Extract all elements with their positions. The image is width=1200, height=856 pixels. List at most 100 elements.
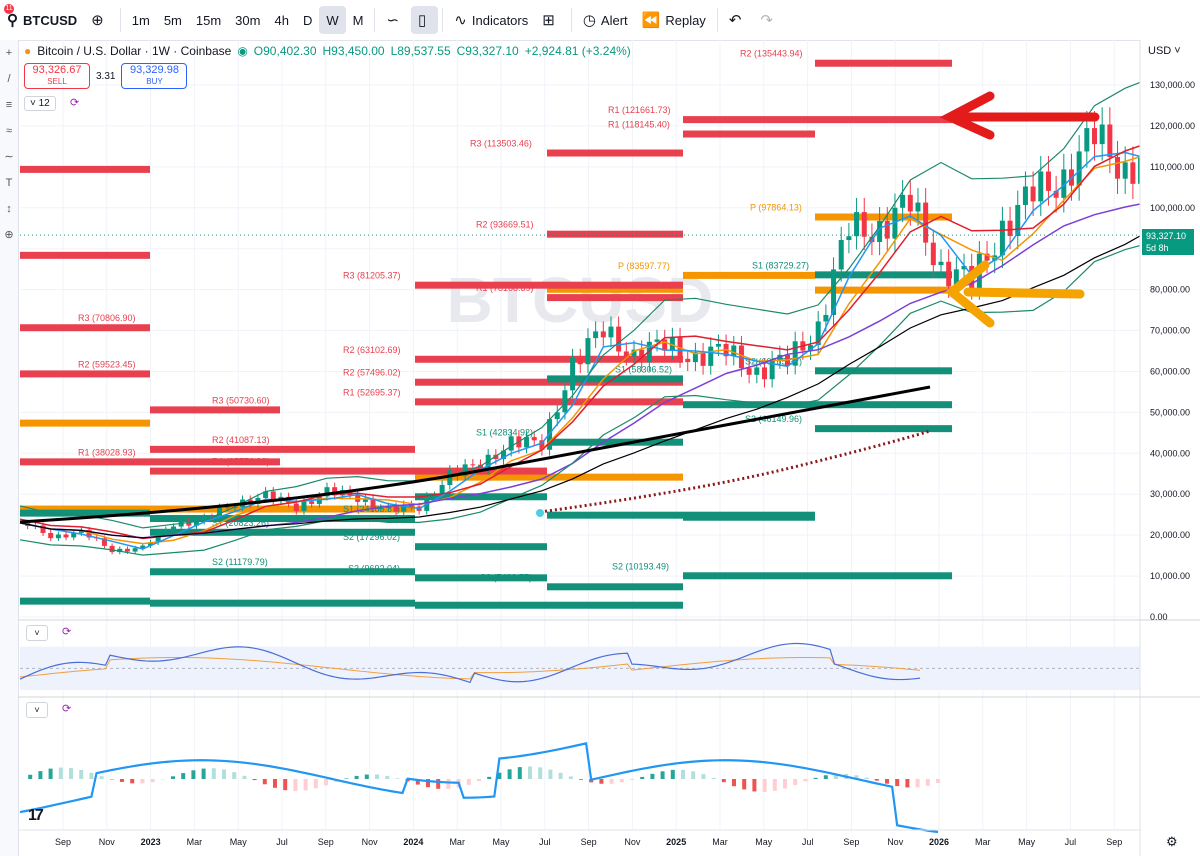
- macd-histogram-bar: [181, 773, 186, 779]
- macd-histogram-bar: [721, 779, 726, 783]
- candle-body: [63, 534, 69, 538]
- macd-histogram-bar: [732, 779, 736, 787]
- macd-histogram-bar: [599, 779, 604, 784]
- time-tick-label: Sep: [55, 837, 71, 847]
- candle-body: [109, 545, 115, 553]
- buy-button[interactable]: 93,329.98 BUY: [121, 63, 188, 89]
- macd-histogram-bar: [915, 779, 920, 788]
- candle-body: [1107, 124, 1113, 158]
- macd-histogram-bar: [283, 779, 288, 791]
- candle-body: [1030, 186, 1036, 202]
- macd-histogram-bar: [885, 779, 889, 784]
- legend-close: C93,327.10: [456, 44, 519, 58]
- price-tick-label: 100,000.00: [1150, 203, 1195, 213]
- interval-w[interactable]: W: [319, 6, 346, 34]
- macd-histogram-bar: [385, 775, 390, 779]
- pivot-level-label: R1 (118145.40): [608, 120, 670, 130]
- pivot-level-line: [815, 367, 952, 375]
- interval-30m[interactable]: 30m: [235, 12, 261, 28]
- symbol-search[interactable]: ⚲ BTCUSD: [0, 6, 84, 34]
- pivot-level-label: S2 (17296.02): [343, 532, 400, 542]
- text-icon[interactable]: T: [5, 177, 13, 189]
- pivot-level-line: [547, 149, 683, 157]
- currency-label: USD: [1148, 45, 1172, 57]
- indicator-count-toggle[interactable]: ˅ 12: [24, 96, 56, 111]
- pivot-level-label: P (97864.13): [750, 203, 802, 213]
- redo-button[interactable]: ↷: [753, 6, 785, 34]
- long-trend-line: [19, 385, 931, 524]
- sell-button[interactable]: 93,326.67 SELL: [24, 63, 90, 89]
- crosshair-icon[interactable]: +: [5, 47, 13, 59]
- alert-button[interactable]: ◷ Alert: [576, 6, 635, 34]
- candle-body: [462, 464, 468, 476]
- rsi-loading-icon: ⟳: [62, 626, 72, 638]
- interval-m[interactable]: M: [352, 12, 364, 28]
- compare-button[interactable]: ⊕: [84, 6, 116, 34]
- macd-histogram-bar: [242, 775, 247, 779]
- indicators-button[interactable]: ∿ Indicators: [447, 6, 535, 34]
- notification-badge[interactable]: 11: [4, 4, 14, 14]
- interval-4h[interactable]: 4h: [274, 12, 289, 28]
- currency-selector[interactable]: USD ˅: [1148, 45, 1181, 57]
- zoom-icon[interactable]: ⊕: [4, 229, 14, 241]
- time-tick-label: Sep: [1106, 837, 1122, 847]
- interval-15m[interactable]: 15m: [195, 12, 222, 28]
- pivot-level-label: S2 (11179.79): [212, 557, 268, 567]
- candle-body: [524, 437, 530, 448]
- macd-histogram-bar: [650, 773, 655, 779]
- pattern-icon[interactable]: ≈: [5, 125, 13, 137]
- candle-body: [946, 261, 952, 287]
- macd-histogram-bar: [701, 774, 706, 779]
- grid: [20, 40, 1140, 830]
- candle-body: [362, 498, 368, 502]
- undo-button[interactable]: ↶: [722, 6, 754, 34]
- candle-body: [263, 491, 269, 498]
- candle-body: [408, 504, 414, 507]
- tradingview-logo-icon: 17: [28, 807, 44, 824]
- chevron-down-icon: ˅: [34, 705, 40, 715]
- gear-icon[interactable]: ⚙: [1166, 834, 1178, 849]
- replay-button[interactable]: ⏪ Replay: [635, 6, 713, 34]
- candle-body: [808, 345, 814, 351]
- macd-histogram-bar: [487, 776, 492, 779]
- sell-price: 93,326.67: [32, 64, 82, 76]
- candle-chart-button[interactable]: ▯: [411, 6, 439, 34]
- candle-body: [692, 352, 698, 363]
- macd-histogram-bar: [803, 779, 808, 782]
- brush-icon[interactable]: ∼: [4, 151, 14, 163]
- pivot-level-label: R1 (38028.93): [78, 447, 136, 457]
- layouts-button[interactable]: ⊞: [535, 6, 567, 34]
- time-tick-label: Sep: [581, 837, 597, 847]
- trend-line-icon[interactable]: /: [7, 73, 11, 85]
- candle-body: [508, 436, 514, 451]
- rsi-collapse-button[interactable]: ˅: [26, 625, 48, 641]
- price-tick-label: 120,000.00: [1150, 121, 1195, 131]
- macd-histogram-bar: [609, 779, 614, 784]
- pivot-level-line: [150, 467, 547, 475]
- line-chart-button[interactable]: ∽: [379, 6, 411, 34]
- ema-blue: [19, 151, 1200, 550]
- candle-body: [201, 517, 207, 522]
- interval-1m[interactable]: 1m: [131, 12, 150, 28]
- interval-d[interactable]: D: [302, 12, 313, 28]
- pivot-level-label: P (83597.77): [618, 261, 670, 271]
- interval-5m[interactable]: 5m: [163, 12, 182, 28]
- refresh-icon[interactable]: ⟳: [70, 97, 80, 109]
- candle-body: [385, 506, 391, 509]
- pivot-band: [683, 401, 952, 409]
- legend-open: O90,402.30: [253, 44, 317, 58]
- candle-body: [1130, 162, 1136, 184]
- candle-body: [999, 220, 1005, 256]
- pivot-level-line: [815, 59, 952, 67]
- macd-histogram-bar: [834, 773, 838, 779]
- candle-body: [124, 548, 130, 552]
- fib-icon[interactable]: ≡: [5, 99, 13, 111]
- candle-body: [662, 339, 668, 351]
- price-tick-label: 30,000.00: [1150, 489, 1190, 499]
- macd-histogram-bar: [640, 776, 645, 779]
- macd-collapse-button[interactable]: ˅: [26, 702, 48, 718]
- measure-icon[interactable]: ↕: [6, 203, 12, 215]
- pivot-level-line: [150, 528, 415, 536]
- pivot-band: [150, 599, 415, 607]
